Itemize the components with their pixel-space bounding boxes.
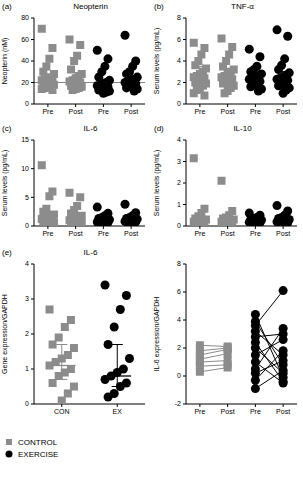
svg-text:Pre: Pre	[194, 108, 205, 115]
svg-text:Post: Post	[69, 108, 83, 115]
svg-text:4: 4	[25, 260, 29, 267]
svg-text:3: 3	[177, 158, 181, 165]
svg-text:Pre: Pre	[98, 108, 109, 115]
svg-text:0: 0	[25, 400, 29, 407]
svg-text:40: 40	[21, 57, 29, 64]
svg-text:0: 0	[177, 222, 181, 229]
svg-text:Post: Post	[124, 230, 138, 237]
svg-text:Pre: Pre	[250, 108, 261, 115]
svg-text:4: 4	[177, 316, 181, 323]
svg-text:Serum levels (pg/mL): Serum levels (pg/mL)	[153, 150, 161, 217]
svg-text:8: 8	[177, 260, 181, 267]
svg-text:Post: Post	[276, 108, 290, 115]
svg-text:Pre: Pre	[250, 408, 261, 415]
html-text:IL-6: IL-6	[83, 248, 98, 257]
svg-text:60: 60	[21, 36, 29, 43]
svg-text:6: 6	[177, 36, 181, 43]
svg-text:Pre: Pre	[250, 230, 261, 237]
html-text:(b): (b)	[154, 2, 164, 11]
svg-text:CON: CON	[54, 408, 70, 415]
svg-text:10: 10	[21, 165, 29, 172]
svg-text:15: 15	[21, 136, 29, 143]
svg-text:Pre: Pre	[194, 230, 205, 237]
svg-text:Post: Post	[276, 230, 290, 237]
svg-text:Gene expression/GAPDH: Gene expression/GAPDH	[8, 294, 9, 374]
svg-text:Serum levels (pg/mL): Serum levels (pg/mL)	[8, 150, 9, 217]
svg-text:Post: Post	[124, 108, 138, 115]
html-text:(a): (a)	[2, 2, 12, 11]
svg-text:1: 1	[25, 365, 29, 372]
html-text:(c): (c)	[2, 124, 12, 133]
svg-text:8: 8	[177, 14, 181, 21]
svg-text:2: 2	[177, 344, 181, 351]
svg-text:5: 5	[25, 194, 29, 201]
svg-text:Post: Post	[221, 230, 235, 237]
svg-text:1: 1	[177, 201, 181, 208]
svg-text:0: 0	[25, 100, 29, 107]
svg-text:-2: -2	[175, 400, 181, 407]
svg-text:EX: EX	[113, 408, 123, 415]
svg-text:Pre: Pre	[194, 408, 205, 415]
svg-text:2: 2	[177, 179, 181, 186]
svg-text:Post: Post	[221, 408, 235, 415]
svg-text:Pre: Pre	[98, 230, 109, 237]
svg-text:Neopterin (nM): Neopterin (nM)	[8, 38, 9, 85]
html-text:TNF-α: TNF-α	[231, 2, 254, 11]
svg-text:Serum levels (pg/mL): Serum levels (pg/mL)	[153, 28, 161, 95]
html-text:Neopterin: Neopterin	[73, 2, 108, 11]
svg-text:Post: Post	[276, 408, 290, 415]
svg-text:80: 80	[21, 14, 29, 21]
svg-text:IL-6 expression/GAPDH: IL-6 expression/GAPDH	[153, 297, 161, 372]
svg-text:0: 0	[177, 372, 181, 379]
svg-text:4: 4	[177, 57, 181, 64]
svg-text:0: 0	[177, 100, 181, 107]
svg-text:2: 2	[177, 79, 181, 86]
html-text:CONTROL: CONTROL	[18, 437, 58, 447]
html-text:(d): (d)	[154, 124, 164, 133]
html-text:IL-10: IL-10	[233, 124, 252, 133]
svg-text:Pre: Pre	[42, 230, 53, 237]
svg-text:Post: Post	[69, 230, 83, 237]
svg-text:0: 0	[25, 222, 29, 229]
svg-text:6: 6	[177, 288, 181, 295]
svg-text:20: 20	[21, 79, 29, 86]
html-text:EXERCISE: EXERCISE	[18, 449, 59, 459]
svg-text:2: 2	[25, 330, 29, 337]
svg-text:Pre: Pre	[42, 108, 53, 115]
svg-text:3: 3	[25, 295, 29, 302]
svg-text:Post: Post	[221, 108, 235, 115]
html-text:(e): (e)	[2, 248, 12, 257]
html-text:IL-6: IL-6	[83, 124, 98, 133]
svg-text:4: 4	[177, 136, 181, 143]
